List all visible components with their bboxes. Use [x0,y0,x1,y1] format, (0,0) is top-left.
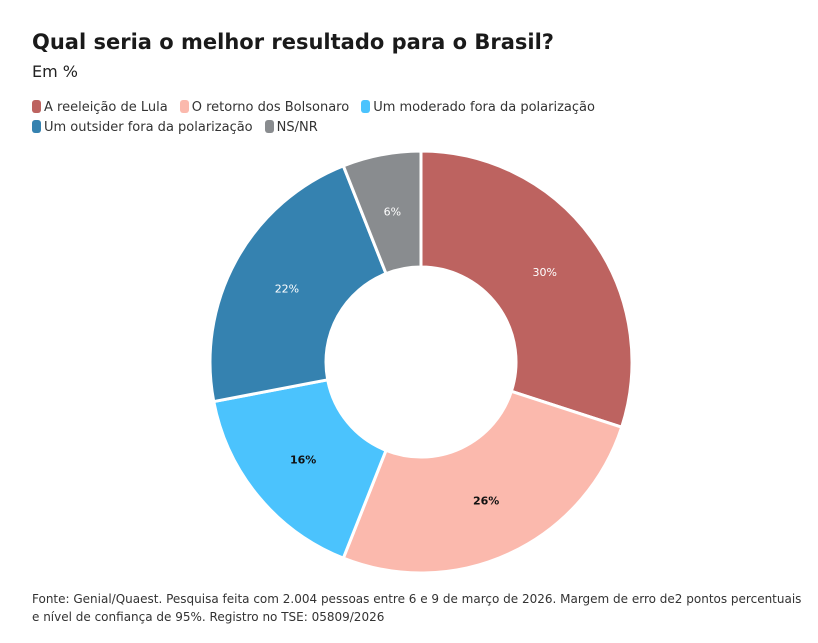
legend-label: NS/NR [276,120,318,135]
slice-2[interactable] [212,378,388,560]
legend-swatch [32,100,41,113]
legend-item[interactable]: O retorno dos Bolsonaro [179,98,350,118]
chart-subtitle: Em % [32,62,78,81]
slice-1[interactable] [341,389,624,575]
slice-3[interactable] [208,164,388,404]
legend-item[interactable]: A reeleição de Lula [32,98,168,118]
legend-swatch [32,120,41,133]
source-note: Fonte: Genial/Quaest. Pesquisa feita com… [32,592,802,624]
legend-swatch [361,100,371,113]
slice-0[interactable] [419,149,634,429]
legend-swatch [179,100,189,113]
legend-label: Um moderado fora da polarização [373,100,595,115]
legend-swatch [264,120,274,133]
legend-label: O retorno dos Bolsonaro [191,100,350,115]
donut-chart: 30% 26% 16% 22% 6% [208,149,634,575]
data-label: 30% [533,266,557,279]
legend-item[interactable]: Um moderado fora da polarização [361,98,595,118]
chart-title: Qual seria o melhor resultado para o Bra… [32,30,554,54]
legend-item[interactable]: NS/NR [264,118,318,138]
slice-4[interactable] [341,149,423,276]
data-label: 26% [473,494,499,507]
data-label: 6% [384,206,401,219]
legend: A reeleição de Lula O retorno dos Bolsona… [32,98,632,138]
legend-label: Um outsider fora da polarização [44,120,253,135]
legend-item[interactable]: Um outsider fora da polarização [32,118,253,138]
legend-label: A reeleição de Lula [44,100,168,115]
data-label: 16% [290,454,316,467]
data-label: 22% [275,282,299,295]
